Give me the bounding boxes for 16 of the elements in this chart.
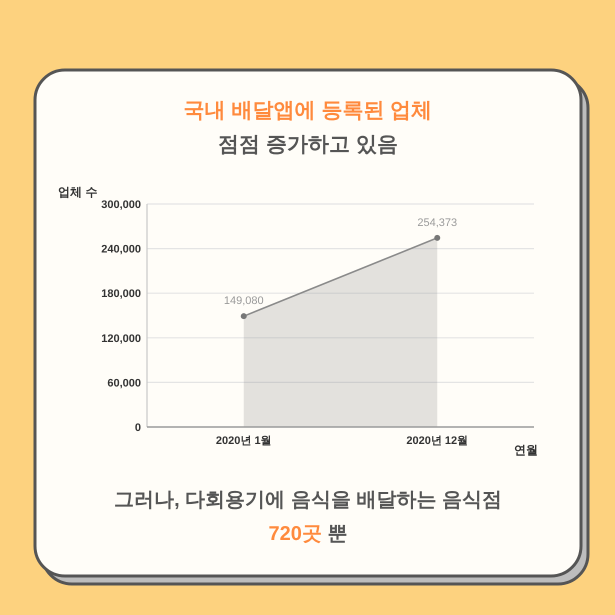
y-tick-label: 240,000 — [101, 244, 141, 256]
data-label: 254,373 — [417, 216, 458, 229]
y-tick-label: 60,000 — [107, 377, 141, 390]
y-tick-label: 0 — [134, 422, 141, 434]
chart-title: 국내 배달앱에 등록된 업체 — [184, 99, 432, 122]
y-tick-label: 180,000 — [101, 288, 141, 300]
x-tick-label: 2020년 12월 — [406, 435, 468, 447]
text: 그러나, 다회용기에 음식을 배달하는 음식점 — [114, 489, 502, 511]
y-tick-label: 120,000 — [101, 332, 141, 345]
text: 720곳 뿐 — [268, 523, 348, 545]
chart-subtitle: 점점 증가하고 있음 — [218, 133, 398, 156]
x-tick-label: 2020년 1월 — [216, 435, 272, 447]
x-axis-title: 연월 — [514, 443, 538, 457]
y-tick-label: 300,000 — [101, 199, 141, 211]
data-label: 149,080 — [224, 295, 264, 308]
y-axis-title: 업체 수 — [58, 185, 98, 199]
